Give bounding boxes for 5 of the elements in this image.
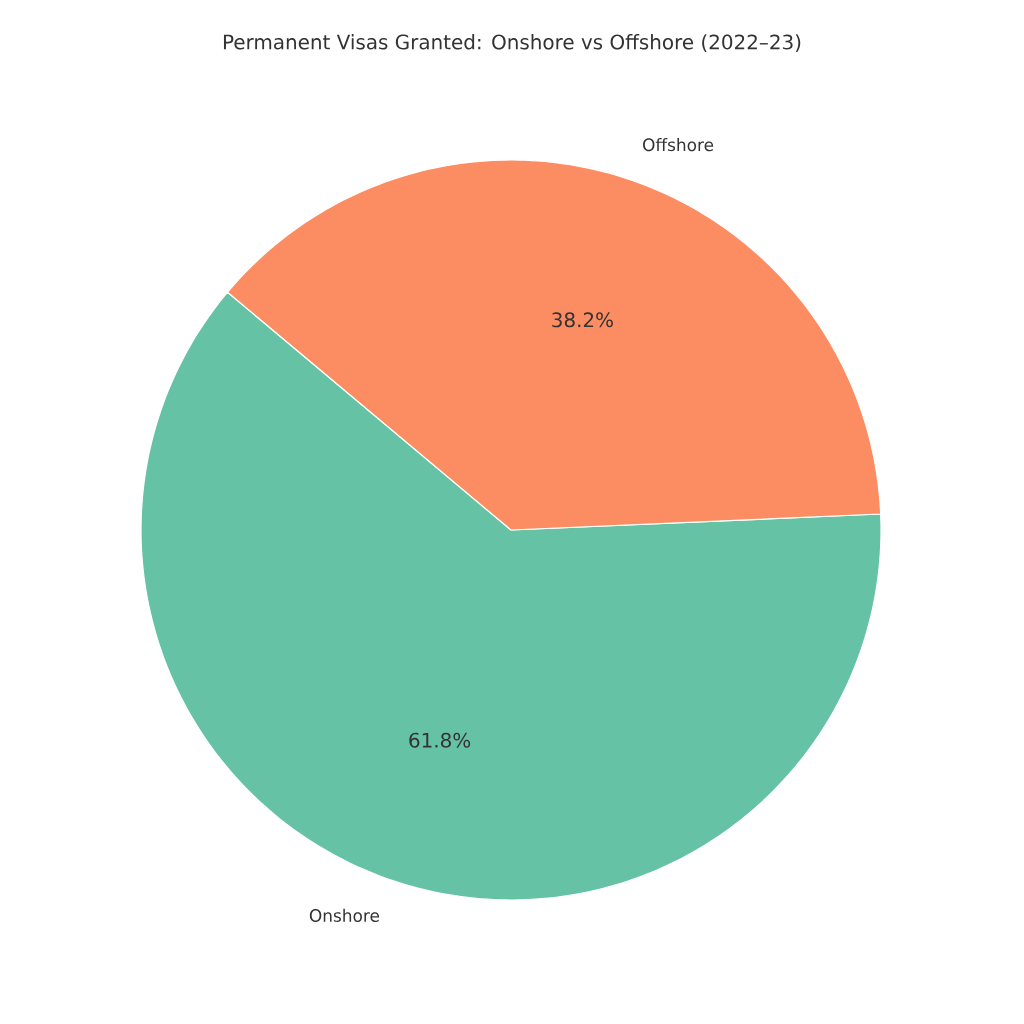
slice-label: Onshore xyxy=(309,908,380,922)
chart-title: Permanent Visas Granted: Onshore vs Offshore (2022–23) xyxy=(223,34,801,52)
data-label: 38.2% xyxy=(552,312,613,328)
data-label: 61.8% xyxy=(409,732,471,748)
slice-label: Offshore xyxy=(643,138,714,152)
